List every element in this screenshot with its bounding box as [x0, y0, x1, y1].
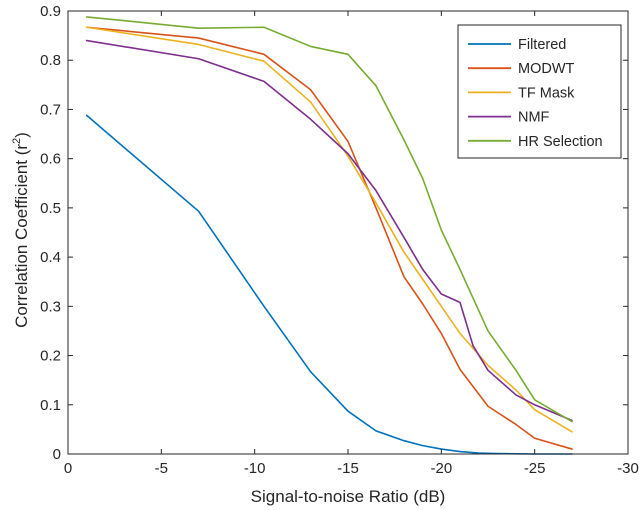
- series-line-modwt: [85, 26, 573, 450]
- x-tick-label: -30: [617, 460, 639, 477]
- x-tick-label: -5: [155, 460, 168, 477]
- y-tick-label: 0.6: [40, 151, 61, 168]
- legend-label: NMF: [518, 110, 550, 126]
- x-tick-label: -15: [337, 460, 359, 477]
- series-line-nmf: [85, 39, 573, 422]
- y-tick-label: 0.7: [40, 101, 61, 118]
- y-tick-label: 0: [53, 446, 61, 463]
- series-line-filtered: [85, 114, 573, 455]
- legend: Filtered MODWT TF Mask NMF HR Selection: [457, 24, 622, 159]
- y-axis-label-superscript: 2: [11, 138, 23, 144]
- series-line-hr-selection: [85, 16, 573, 423]
- legend-label: HR Selection: [518, 134, 603, 150]
- legend-label: TF Mask: [518, 85, 575, 101]
- series-lines: [85, 16, 573, 455]
- y-tick-label: 0.8: [40, 52, 61, 69]
- y-tick-label: 0.4: [40, 249, 61, 266]
- y-axis-label-close: ): [12, 132, 31, 138]
- y-tick-label: 0.2: [40, 348, 61, 365]
- legend-label: MODWT: [518, 61, 575, 77]
- x-tick-label: 0: [64, 460, 72, 477]
- y-tick-label: 0.9: [40, 3, 61, 20]
- series-line-tf-mask: [85, 26, 573, 433]
- y-tick-label: 0.3: [40, 298, 61, 315]
- x-tick-label: -10: [244, 460, 266, 477]
- y-tick-label: 0.5: [40, 200, 61, 217]
- x-tick-label: -20: [430, 460, 452, 477]
- x-axis-label: Signal-to-noise Ratio (dB): [251, 487, 446, 506]
- y-tick-label: 0.1: [40, 397, 61, 414]
- legend-label: Filtered: [518, 37, 566, 53]
- y-axis-label: Correlation Coefficient (r2): [11, 132, 31, 328]
- y-axis-label-main: Correlation Coefficient (r: [12, 144, 31, 328]
- axes: 0 -5 -10 -15 -20 -25 -30 0 0.1 0.2 0.3 0.4 0.5 0.6 0.7…: [40, 3, 639, 477]
- x-tick-label: -25: [524, 460, 546, 477]
